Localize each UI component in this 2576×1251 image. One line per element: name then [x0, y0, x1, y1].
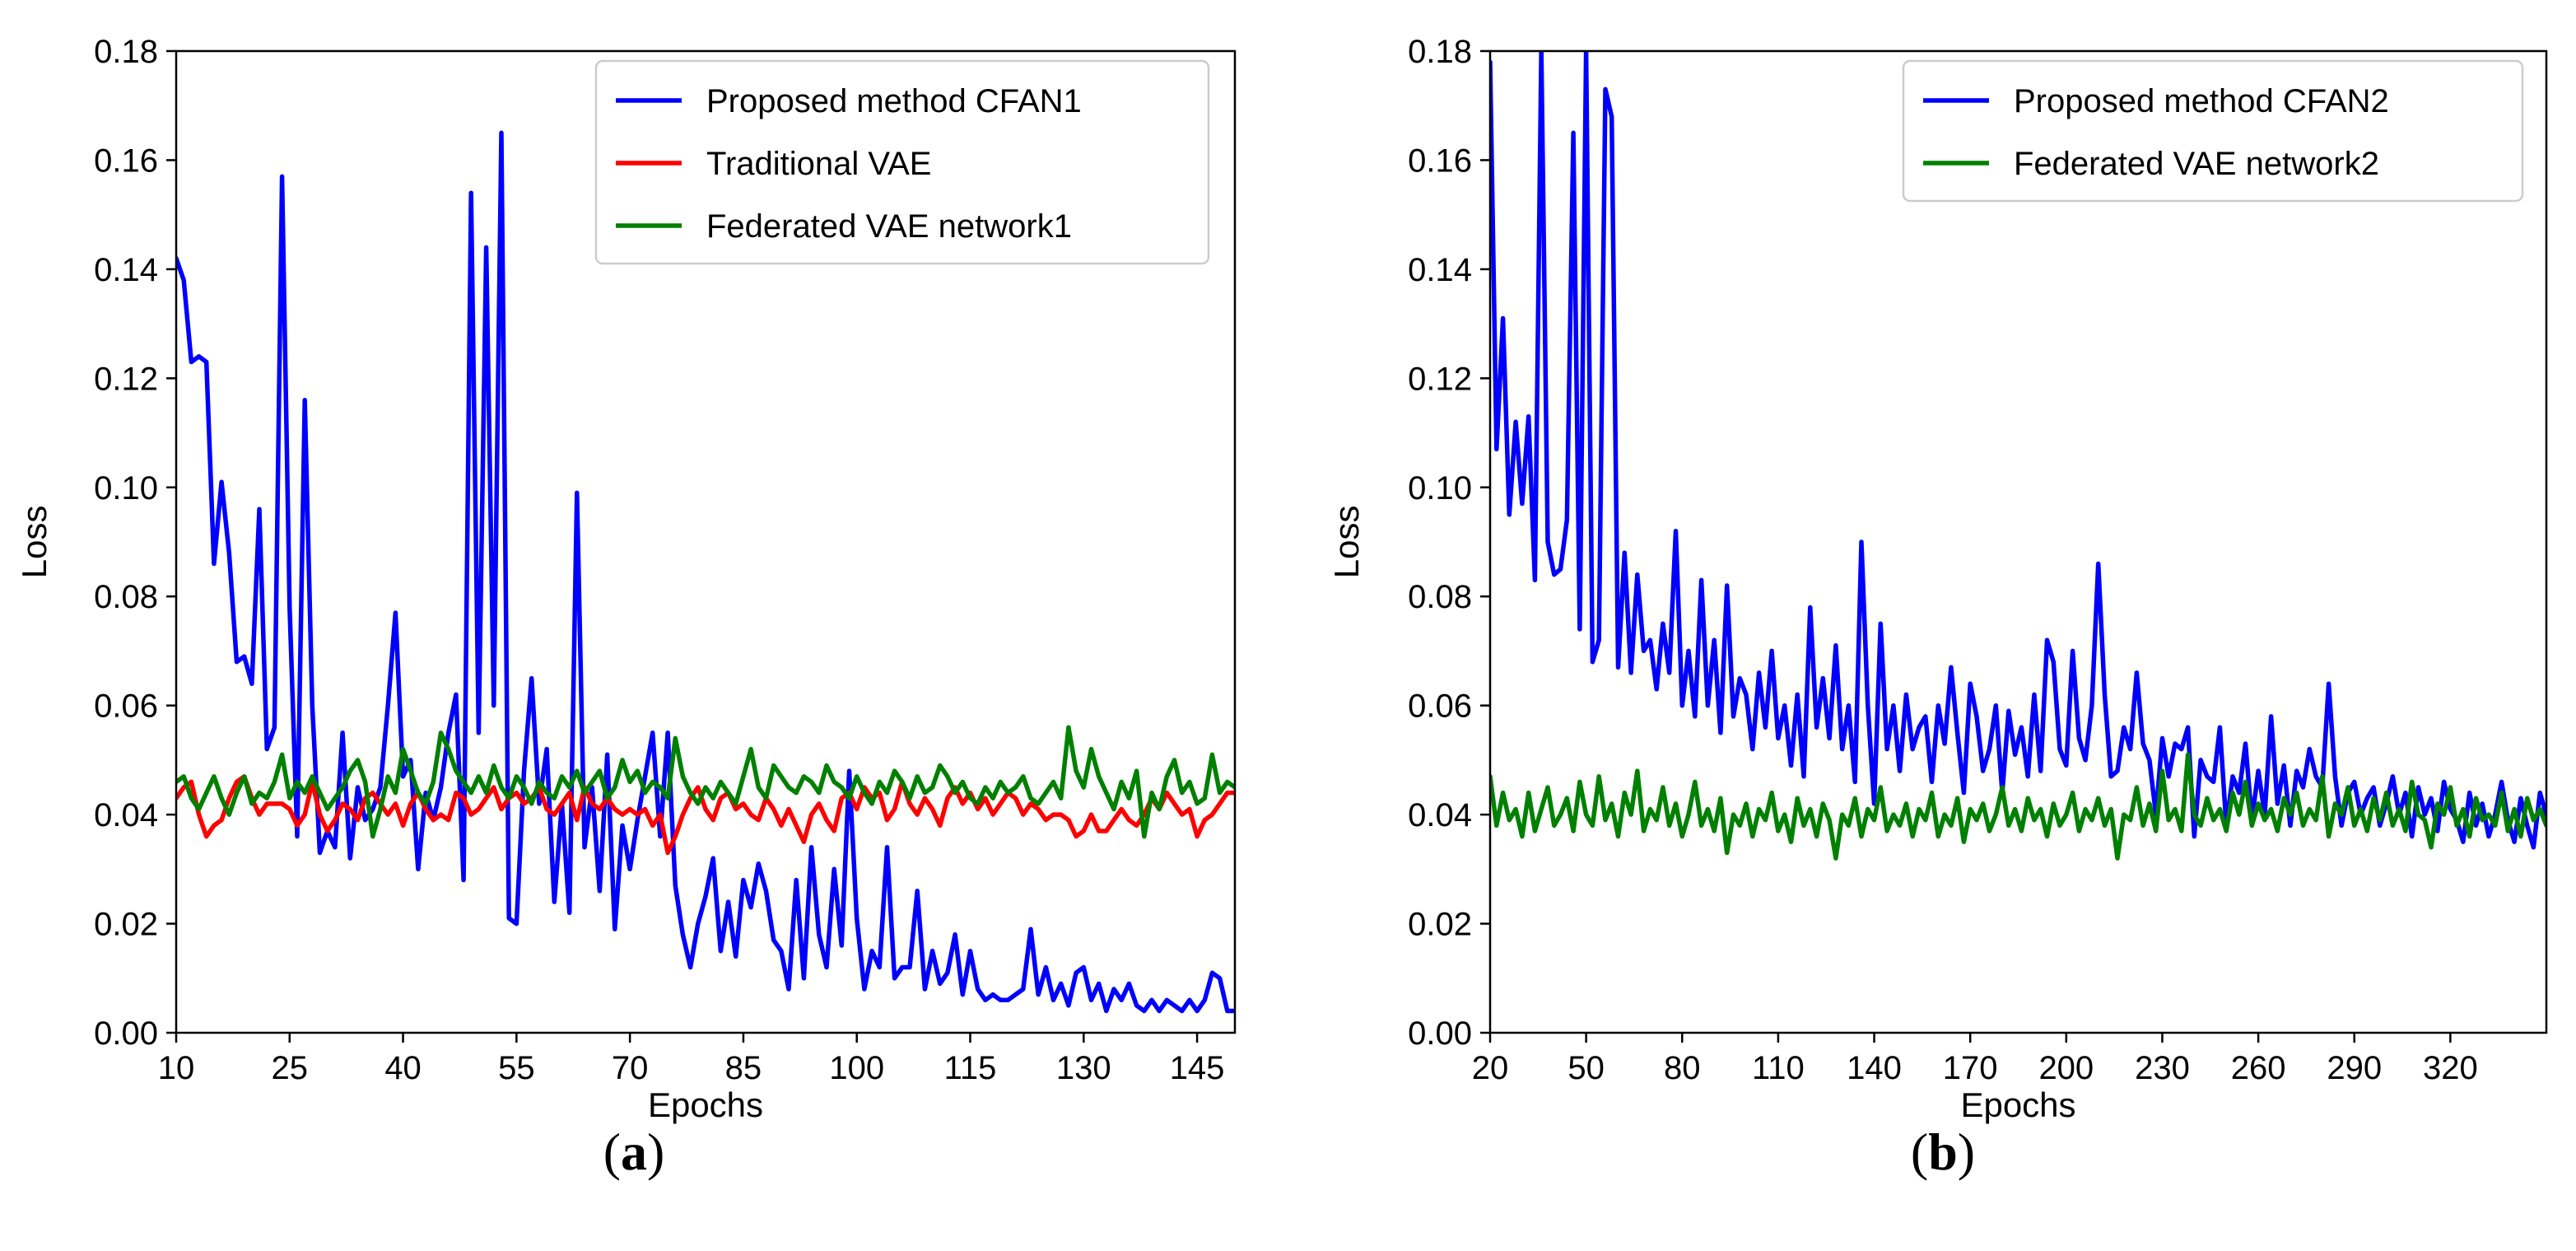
- x-tick-label: 50: [1567, 1050, 1605, 1086]
- y-tick-label: 0.16: [94, 142, 158, 179]
- x-tick-label: 40: [384, 1050, 422, 1086]
- x-tick-label: 200: [2038, 1050, 2094, 1086]
- x-tick-label: 320: [2423, 1050, 2478, 1086]
- legend-label: Proposed method CFAN2: [2014, 83, 2389, 119]
- x-tick-label: 230: [2135, 1050, 2190, 1086]
- x-tick-label: 140: [1847, 1050, 1902, 1086]
- plot-frame: [1488, 49, 2548, 1034]
- x-tick-label: 130: [1056, 1050, 1111, 1086]
- y-tick-label: 0.12: [1408, 361, 1472, 397]
- y-tick-label: 0.06: [1408, 689, 1472, 725]
- y-tick-label: 0.16: [1408, 142, 1472, 179]
- x-axis-title: Epochs: [648, 1085, 763, 1124]
- legend: Proposed method CFAN1 Traditional VAE Fede…: [594, 59, 1210, 265]
- legend-box: [1902, 59, 2524, 203]
- legend-label: Traditional VAE: [706, 146, 931, 182]
- y-tick-label: 0.04: [94, 797, 158, 833]
- y-tick-label: 0.08: [1408, 579, 1472, 615]
- legend: Proposed method CFAN2 Federated VAE netwo…: [1902, 59, 2524, 203]
- x-tick-label: 145: [1170, 1050, 1225, 1086]
- x-tick-label: 260: [2231, 1050, 2286, 1086]
- x-tick-label: 110: [1752, 1050, 1805, 1086]
- y-tick-label: 0.08: [94, 579, 158, 615]
- x-tick-label: 170: [1943, 1050, 1998, 1086]
- panel-a: 10 25 40 55 70 85 100 115 130 145 0.00 0.02 0.04 0.06…: [15, 34, 1237, 1181]
- series-line-traditional-vae: [176, 774, 1235, 856]
- panel-caption: (b): [1911, 1123, 1975, 1181]
- legend-label: Federated VAE network2: [2014, 146, 2379, 182]
- y-tick-label: 0.18: [1408, 34, 1472, 70]
- y-tick-label: 0.14: [1408, 252, 1472, 288]
- y-tick-label: 0.02: [1408, 907, 1472, 943]
- y-tick-label: 0.00: [94, 1015, 158, 1052]
- series-line-proposed-method-cfan1: [176, 130, 1235, 1014]
- plot-frame: [175, 49, 1237, 1034]
- x-tick-label: 80: [1664, 1050, 1701, 1086]
- y-tick-label: 0.02: [94, 907, 158, 943]
- y-tick-label: 0.10: [1408, 470, 1472, 506]
- series-line-proposed-method-cfan2: [1490, 51, 2546, 850]
- x-tick-label: 290: [2327, 1050, 2382, 1086]
- series-line-federated-vae-network1: [176, 725, 1235, 839]
- x-tick-label: 10: [158, 1050, 195, 1086]
- x-tick-label: 25: [272, 1050, 309, 1086]
- y-tick-label: 0.00: [1408, 1015, 1472, 1052]
- y-tick-label: 0.10: [94, 470, 158, 506]
- x-tick-label: 70: [612, 1050, 649, 1086]
- x-tick-label: 115: [944, 1050, 997, 1086]
- x-tick-label: 55: [498, 1050, 535, 1086]
- legend-label: Proposed method CFAN1: [706, 83, 1082, 119]
- panel-caption: (a): [603, 1123, 665, 1181]
- y-tick-label: 0.06: [94, 689, 158, 725]
- y-tick-label: 0.14: [94, 252, 158, 288]
- x-tick-label: 20: [1472, 1050, 1509, 1086]
- legend-box: [594, 59, 1210, 265]
- x-tick-label: 85: [725, 1050, 762, 1086]
- x-tick-label: 100: [829, 1050, 884, 1086]
- series-group: [1490, 51, 2546, 861]
- y-axis-title: Loss: [15, 506, 54, 579]
- panel-b: 20 50 80 110 140 170 200 230 260 290 320 0.00 0.02 0.…: [1327, 34, 2548, 1181]
- series-line-federated-vae-network2: [1490, 752, 2546, 861]
- y-axis-title: Loss: [1327, 506, 1366, 579]
- x-axis-title: Epochs: [1960, 1085, 2075, 1124]
- y-tick-label: 0.04: [1408, 797, 1472, 833]
- series-group: [176, 130, 1235, 1014]
- y-tick-label: 0.12: [94, 361, 158, 397]
- legend-label: Federated VAE network1: [706, 208, 1072, 245]
- y-tick-label: 0.18: [94, 34, 158, 70]
